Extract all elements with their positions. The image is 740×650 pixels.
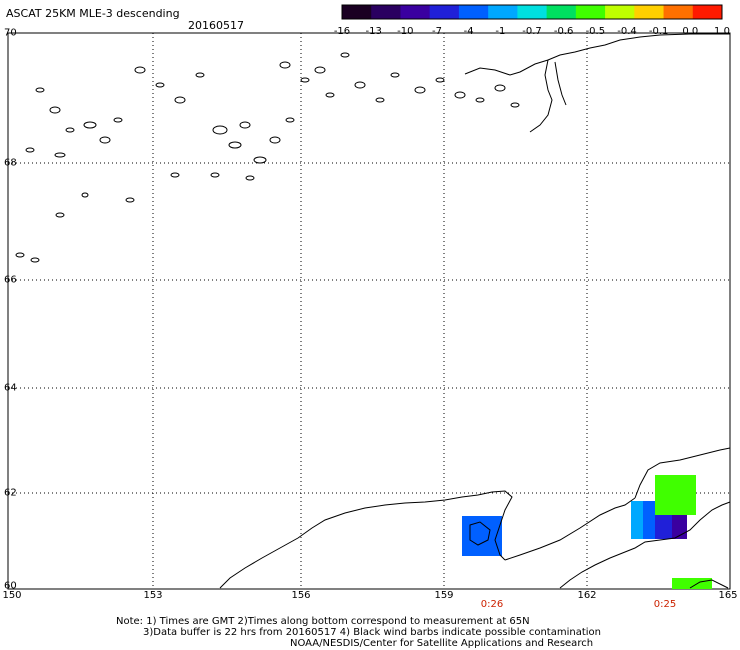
colorbar-tick-label: -0.6 — [554, 26, 574, 37]
lon-label: 165 — [718, 590, 737, 601]
lat-label: 68 — [4, 158, 17, 169]
colorbar-tick-label: -0.4 — [617, 26, 637, 37]
colorbar — [342, 5, 723, 19]
lon-label: 156 — [291, 590, 310, 601]
wind-cell — [643, 501, 655, 539]
colorbar-tick-label: 1.0 — [714, 26, 730, 37]
colorbar-swatch — [576, 5, 606, 19]
colorbar-tick-label: -13 — [365, 26, 381, 37]
colorbar-tick-label: -1 — [495, 26, 505, 37]
colorbar-swatch — [693, 5, 723, 19]
colorbar-tick-label: -4 — [464, 26, 474, 37]
colorbar-swatch — [664, 5, 694, 19]
colorbar-swatch — [488, 5, 518, 19]
colorbar-swatch — [342, 5, 372, 19]
footer-note: Note: 1) Times are GMT 2)Times along bot… — [116, 616, 530, 627]
pass-time-label: 0:25 — [654, 599, 676, 610]
wind-data-cells — [462, 475, 712, 589]
colorbar-tick-label: -7 — [432, 26, 442, 37]
colorbar-swatch — [400, 5, 430, 19]
colorbar-tick-label: 0.0 — [682, 26, 698, 37]
lon-label: 159 — [434, 590, 453, 601]
colorbar-swatch — [634, 5, 664, 19]
lon-label: 153 — [143, 590, 162, 601]
lat-label: 70 — [4, 28, 17, 39]
lon-label: 162 — [577, 590, 596, 601]
footer-credit: NOAA/NESDIS/Center for Satellite Applica… — [290, 638, 593, 649]
lon-label: 150 — [2, 590, 21, 601]
colorbar-swatch — [459, 5, 489, 19]
colorbar-swatch — [517, 5, 547, 19]
colorbar-tick-label: -10 — [397, 26, 413, 37]
colorbar-tick-label: -0.7 — [522, 26, 542, 37]
colorbar-swatch — [547, 5, 577, 19]
wind-cell — [655, 475, 696, 515]
lat-label: 64 — [4, 383, 17, 394]
footer-note: 3)Data buffer is 22 hrs from 20160517 4)… — [143, 627, 601, 638]
lat-label: 66 — [4, 275, 17, 286]
colorbar-tick-label: -0.5 — [586, 26, 606, 37]
lat-label: 62 — [4, 488, 17, 499]
pass-time-label: 0:26 — [481, 599, 503, 610]
colorbar-tick-label: -0.1 — [649, 26, 669, 37]
colorbar-tick-label: -16 — [334, 26, 350, 37]
colorbar-swatch — [371, 5, 401, 19]
colorbar-swatch — [430, 5, 460, 19]
colorbar-swatch — [605, 5, 635, 19]
wind-cell — [631, 501, 643, 539]
